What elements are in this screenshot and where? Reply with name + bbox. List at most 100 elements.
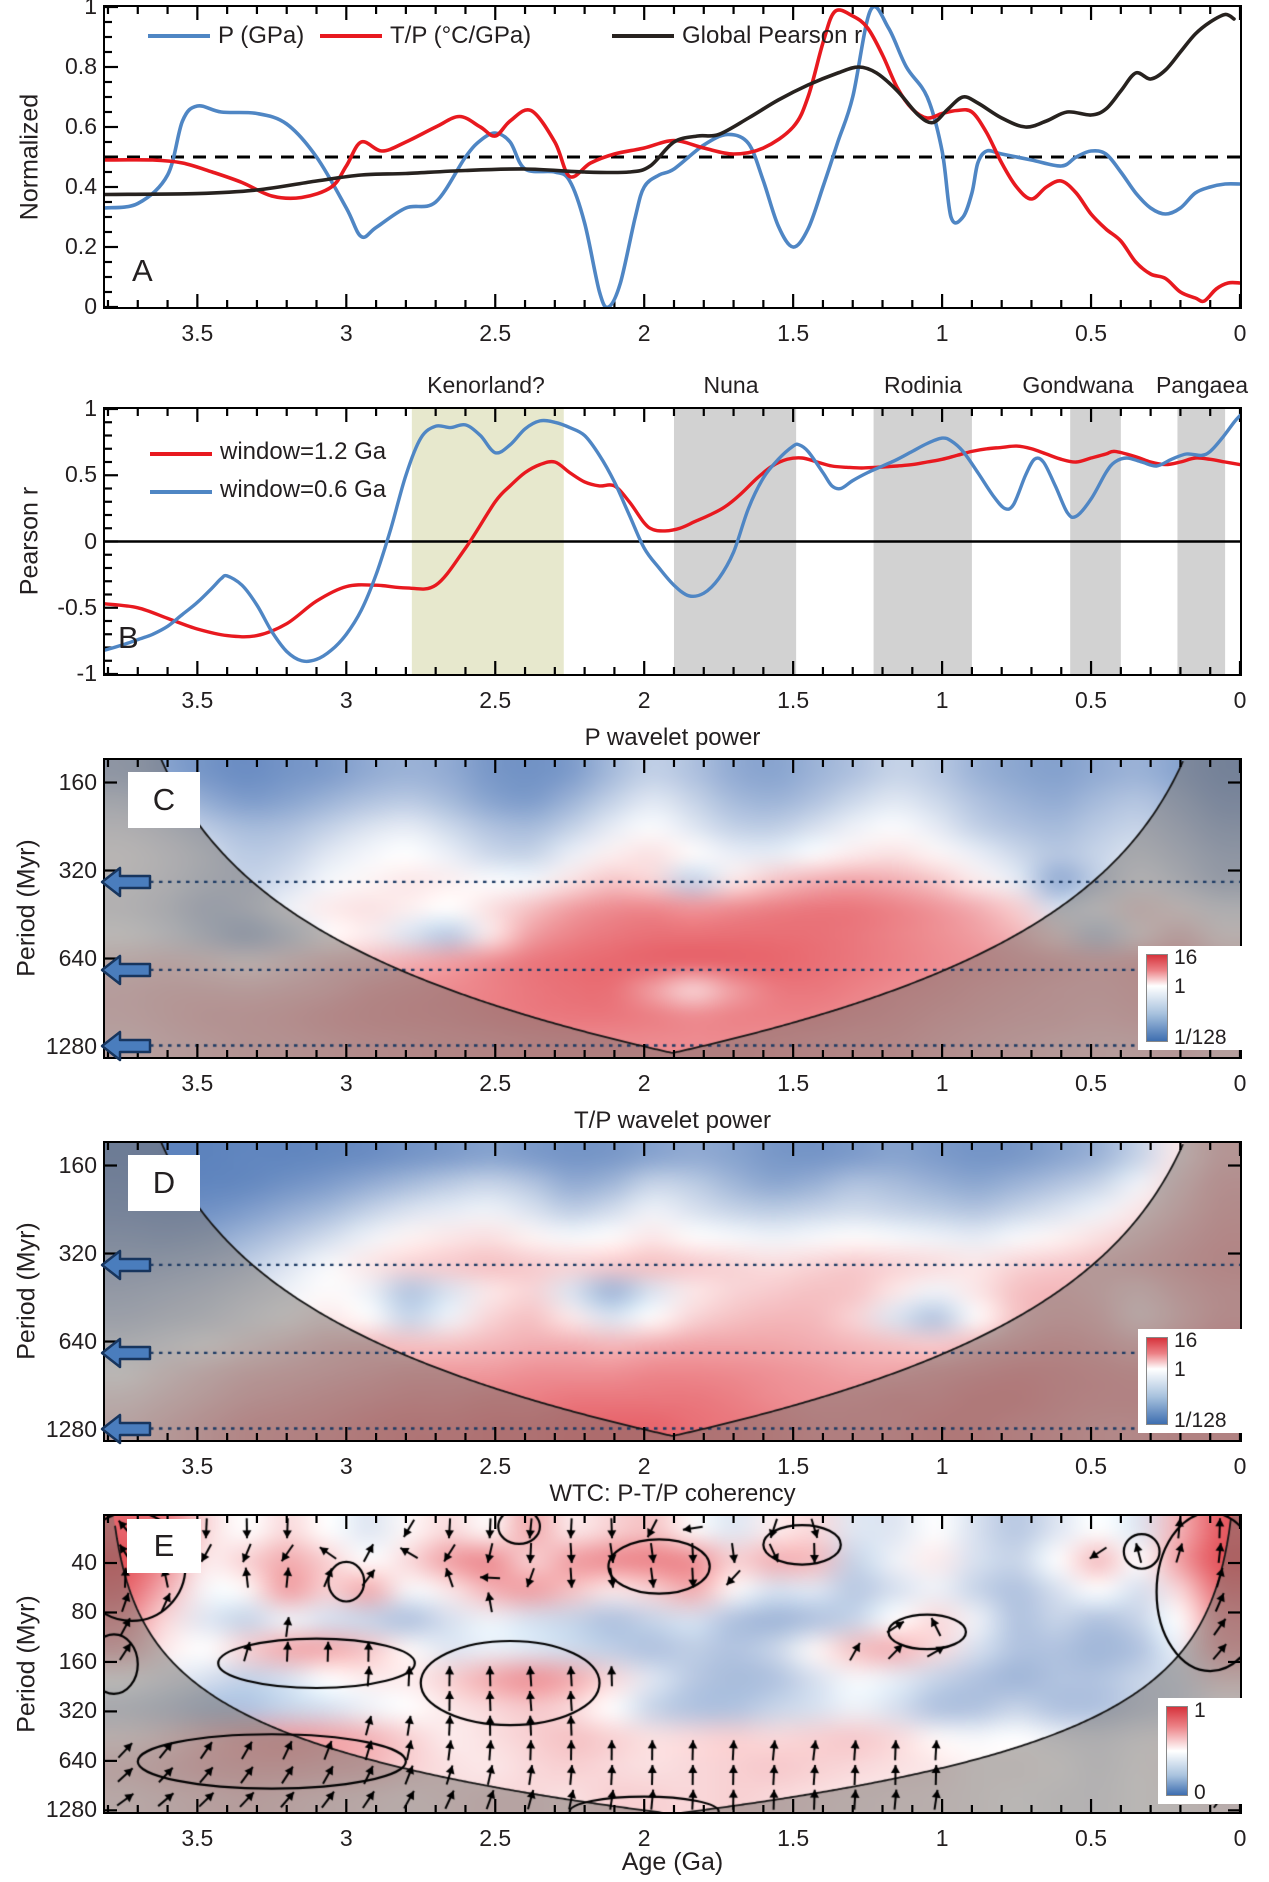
- x-tick-label: 3.5: [181, 1825, 214, 1851]
- y-tick-label: 320: [58, 1697, 97, 1724]
- y-tick-label: 640: [58, 1327, 97, 1354]
- tp-wavelet-heatmap-ticks: [105, 1143, 1240, 1440]
- y-tick-label: 0: [84, 527, 97, 554]
- panel-b-letter: B: [118, 620, 139, 655]
- period-marker-arrow: [100, 1335, 152, 1371]
- y-tick-label: 0.8: [65, 53, 97, 79]
- tp-wavelet-heatmap: [105, 1143, 1240, 1440]
- y-tick-label: 640: [58, 1746, 97, 1773]
- legend-label-window06: window=0.6 Ga: [220, 476, 387, 503]
- period-marker-arrow: [100, 864, 152, 900]
- y-tick-label: 80: [71, 1598, 97, 1625]
- period-marker-arrow: [100, 952, 152, 988]
- colorbar-d-max: 16: [1174, 1329, 1198, 1352]
- x-tick-label: 2.5: [479, 1070, 512, 1096]
- band-label-kenorland: Kenorland?: [427, 372, 545, 398]
- legend-label-p: P (GPa): [218, 22, 305, 49]
- x-axis-title: Age (Ga): [621, 1848, 724, 1876]
- p-wavelet-heatmap-ticks: [105, 760, 1240, 1057]
- y-tick-label: 1280: [45, 1796, 97, 1823]
- pearson-r-plot: [105, 409, 1240, 674]
- x-tick-label: 2.5: [479, 320, 512, 346]
- wtc-coherency-heatmap: [105, 1516, 1240, 1812]
- x-tick-label: 0: [1233, 1825, 1247, 1851]
- x-tick-label: 3: [339, 687, 353, 713]
- band-label-nuna: Nuna: [703, 372, 759, 398]
- x-tick-label: 0: [1233, 1453, 1247, 1479]
- band-label-pangaea: Pangaea: [1155, 372, 1249, 398]
- x-tick-label: 1.5: [777, 1453, 810, 1479]
- x-tick-label: 0: [1233, 687, 1247, 713]
- colorbar-d-min: 1/128: [1174, 1409, 1227, 1432]
- y-tick-label: 0.2: [65, 233, 97, 259]
- y-tick-label: 640: [58, 944, 97, 971]
- x-tick-label: 1.5: [777, 687, 810, 713]
- x-tick-label: 2: [637, 1453, 651, 1479]
- colorbar-c: 16 1 1/128: [1138, 946, 1244, 1050]
- y-tick-label: 160: [58, 1151, 97, 1178]
- period-marker-arrow: [100, 1411, 152, 1447]
- x-tick-label: 3: [339, 1825, 353, 1851]
- x-tick-label: 3: [339, 1453, 353, 1479]
- y-tick-label: 1280: [45, 1415, 97, 1442]
- y-tick-label: 160: [58, 768, 97, 795]
- legend-label-tp: T/P (°C/GPa): [390, 22, 532, 49]
- normalized-series-plot: [105, 7, 1240, 307]
- x-tick-label: 1: [935, 687, 949, 713]
- legend-swatch-pearson: [612, 34, 674, 38]
- band-label-gondwana: Gondwana: [1022, 372, 1134, 398]
- colorbar-e: 1 0: [1158, 1698, 1246, 1804]
- panel-c-letter: C: [128, 772, 200, 828]
- x-tick-label: 0.5: [1075, 1070, 1108, 1096]
- x-tick-label: 1: [935, 1070, 949, 1096]
- x-tick-label: 0.5: [1075, 320, 1108, 346]
- band-label-rodinia: Rodinia: [884, 372, 962, 398]
- colorbar-d-mid: 1: [1174, 1358, 1186, 1381]
- x-tick-label: 1.5: [777, 1825, 810, 1851]
- y-tick-label: 320: [58, 1239, 97, 1266]
- x-tick-label: 3.5: [181, 1070, 214, 1096]
- x-tick-label: 3.5: [181, 320, 214, 346]
- colorbar-e-max: 1: [1194, 1699, 1206, 1722]
- legend-label-pearson: Global Pearson r: [682, 22, 863, 49]
- y-tick-label: 320: [58, 856, 97, 883]
- y-tick-label: 0.5: [65, 461, 97, 488]
- x-tick-label: 1: [935, 320, 949, 346]
- p-wavelet-heatmap: [105, 760, 1240, 1057]
- x-tick-label: 2: [637, 687, 651, 713]
- x-tick-label: 2.5: [479, 1825, 512, 1851]
- colorbar-d: 16 1 1/128: [1138, 1329, 1244, 1433]
- x-tick-label: 0: [1233, 320, 1247, 346]
- y-tick-label: -1: [76, 660, 97, 686]
- y-tick-label: 1: [84, 0, 97, 19]
- wtc-coherency-heatmap-ticks: [105, 1516, 1240, 1812]
- y-tick-label: 1280: [45, 1032, 97, 1059]
- y-tick-label: 160: [58, 1647, 97, 1674]
- y-tick-label: 0: [84, 293, 97, 319]
- y-tick-label: 40: [71, 1549, 97, 1575]
- x-tick-label: 3.5: [181, 1453, 214, 1479]
- colorbar-c-max: 16: [1174, 946, 1198, 969]
- colorbar-c-min: 1/128: [1174, 1026, 1227, 1049]
- x-tick-label: 0.5: [1075, 687, 1108, 713]
- period-marker-arrow: [100, 1247, 152, 1283]
- y-tick-label: 0.6: [65, 113, 97, 139]
- panel-d-letter: D: [128, 1155, 200, 1211]
- x-tick-label: 2: [637, 320, 651, 346]
- legend-label-window12: window=1.2 Ga: [220, 438, 387, 465]
- colorbar-e-min: 0: [1194, 1781, 1206, 1804]
- colorbar-e-gradient: [1166, 1706, 1188, 1796]
- x-tick-label: 2.5: [479, 687, 512, 713]
- legend-swatch-tp: [320, 34, 382, 38]
- x-tick-label: 3: [339, 320, 353, 346]
- period-marker-arrow: [100, 1028, 152, 1064]
- x-tick-label: 1: [935, 1453, 949, 1479]
- legend-swatch-window12: [150, 452, 212, 456]
- x-tick-label: 1.5: [777, 320, 810, 346]
- x-tick-label: 2.5: [479, 1453, 512, 1479]
- x-tick-label: 3.5: [181, 687, 214, 713]
- x-tick-label: 2: [637, 1825, 651, 1851]
- colorbar-c-gradient: [1146, 954, 1168, 1042]
- panel-c-title: P wavelet power: [584, 724, 761, 751]
